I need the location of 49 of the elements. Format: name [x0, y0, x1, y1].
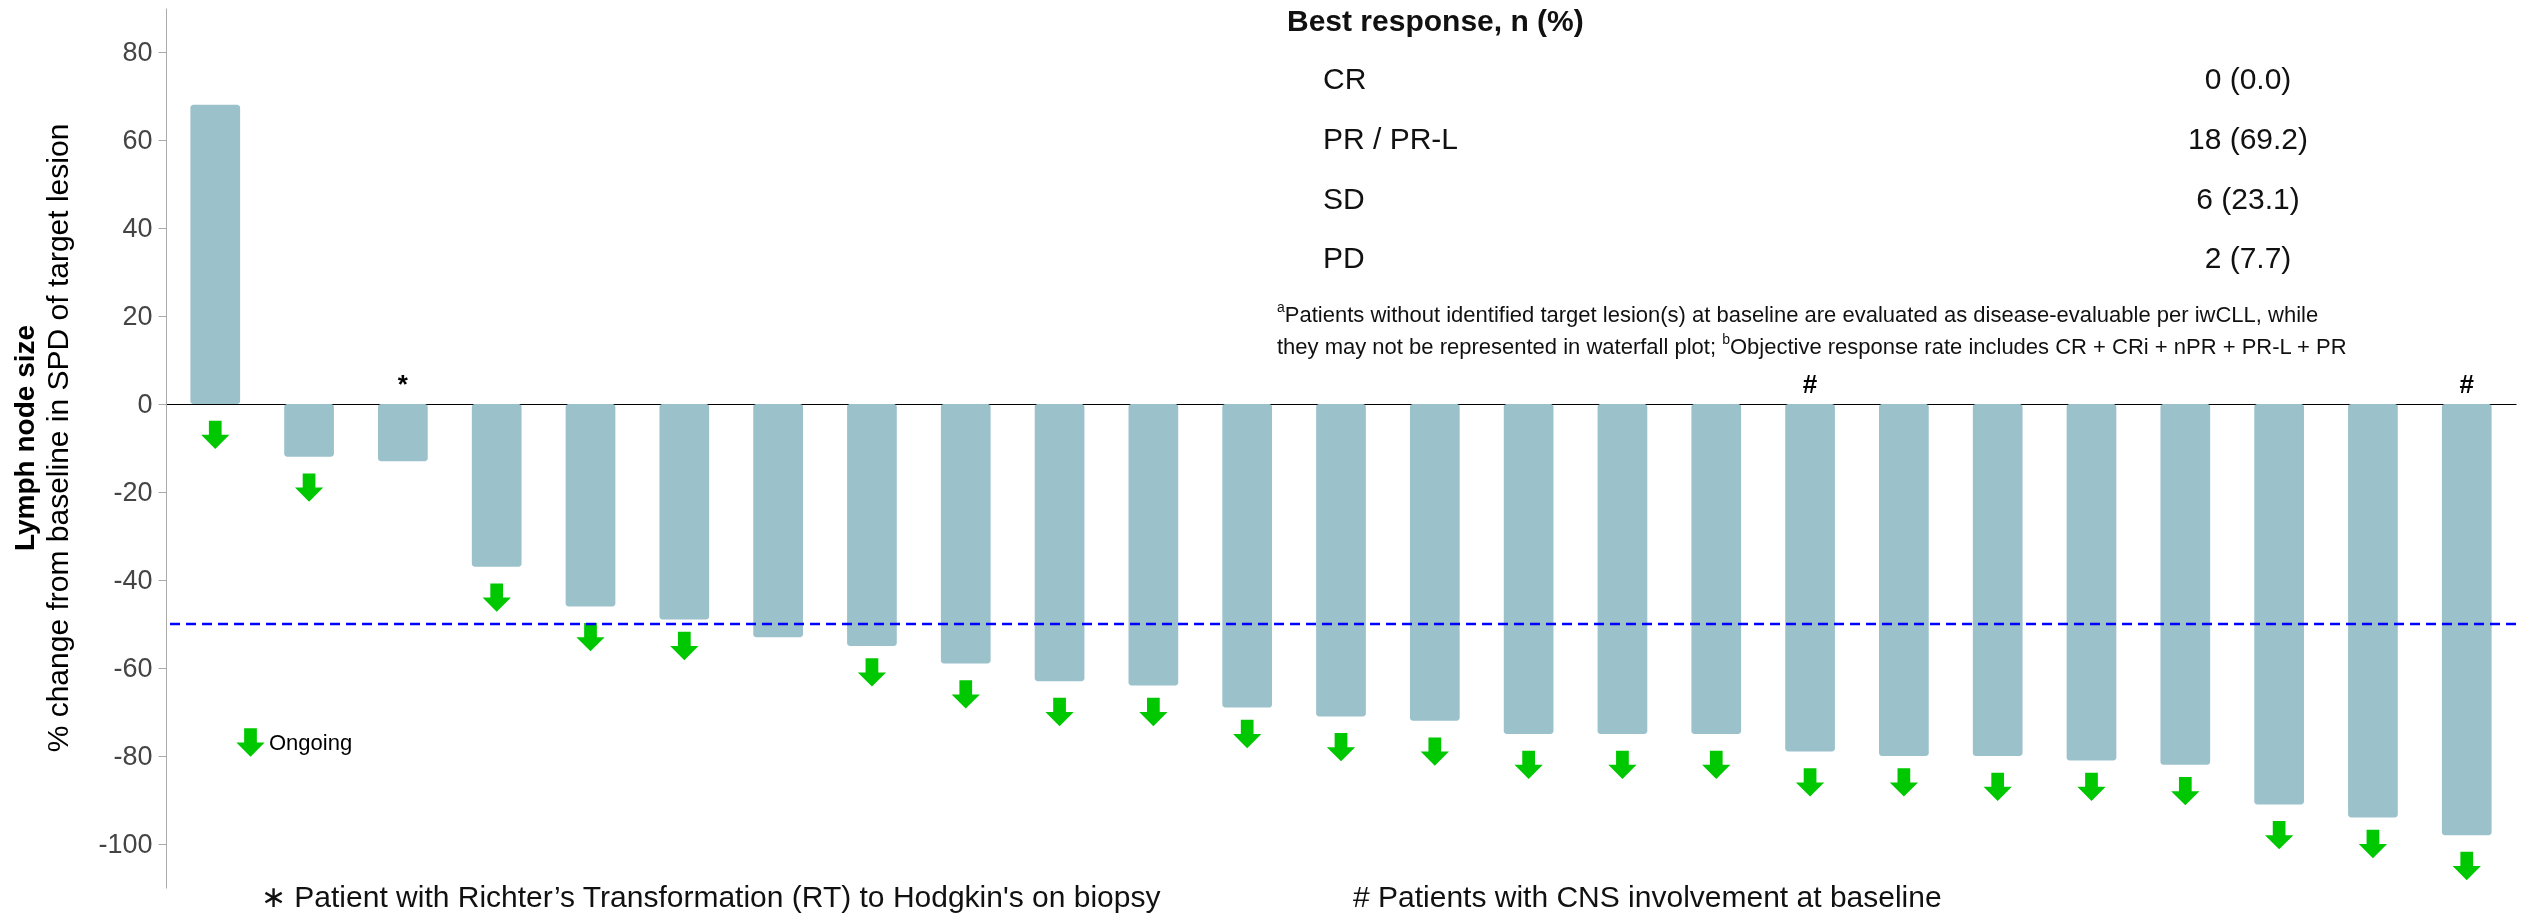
annotation: ∗ Patient with Richter’s Transformation (RT) to Hodgkin's on biopsy	[261, 880, 1161, 913]
point	[1420, 737, 1449, 766]
annotation: 2 (7.7)	[2204, 241, 2292, 274]
y-tick-label: 20	[122, 300, 153, 331]
point	[1889, 768, 1919, 797]
annotation: 0 (0.0)	[2204, 62, 2292, 95]
annotation: # Patients with CNS involvement at baseline	[1353, 880, 1942, 913]
point	[1233, 719, 1262, 749]
y-tick-label: -80	[113, 740, 153, 771]
point	[294, 473, 324, 502]
point	[576, 623, 605, 652]
point	[201, 420, 230, 449]
legend-label: Ongoing	[269, 729, 353, 755]
y-axis-title: Lymph node size % change from baseline in SPD of target lesion	[9, 123, 74, 753]
point	[857, 658, 887, 687]
point	[1326, 733, 1356, 762]
point	[1702, 750, 1731, 779]
annotation: PD	[1323, 241, 1365, 274]
annotation: PR / PR-L	[1323, 122, 1459, 155]
point	[482, 583, 511, 612]
point	[2452, 851, 2481, 881]
point	[1514, 750, 1543, 779]
point	[2358, 829, 2388, 859]
point	[1608, 750, 1637, 779]
data-label: #	[2459, 369, 2475, 399]
y-tick-label: -100	[98, 828, 153, 859]
y-tick-label: -40	[113, 564, 153, 595]
point	[1045, 697, 1074, 727]
annotation: CR	[1323, 62, 1367, 95]
point	[1795, 768, 1825, 797]
y-tick-label: 40	[122, 212, 153, 243]
point	[1139, 697, 1168, 727]
annotation: 6 (23.1)	[2196, 182, 2300, 215]
annotation: SD	[1323, 182, 1365, 215]
point	[1983, 772, 2012, 801]
y-tick-label: 80	[122, 36, 153, 67]
point	[2264, 821, 2294, 850]
data-label: #	[1802, 369, 1818, 399]
point	[951, 680, 980, 709]
y-tick-label: 0	[137, 388, 153, 419]
point	[670, 631, 699, 661]
annotation: 18 (69.2)	[2187, 122, 2309, 155]
point	[2077, 772, 2106, 801]
y-tick-label: -20	[113, 476, 153, 507]
data-label: *	[397, 369, 409, 399]
y-tick-label: 60	[122, 124, 153, 155]
y-tick-label: -60	[113, 652, 153, 683]
annotation: Best response, n (%)	[1287, 4, 1584, 37]
point	[2171, 777, 2200, 806]
